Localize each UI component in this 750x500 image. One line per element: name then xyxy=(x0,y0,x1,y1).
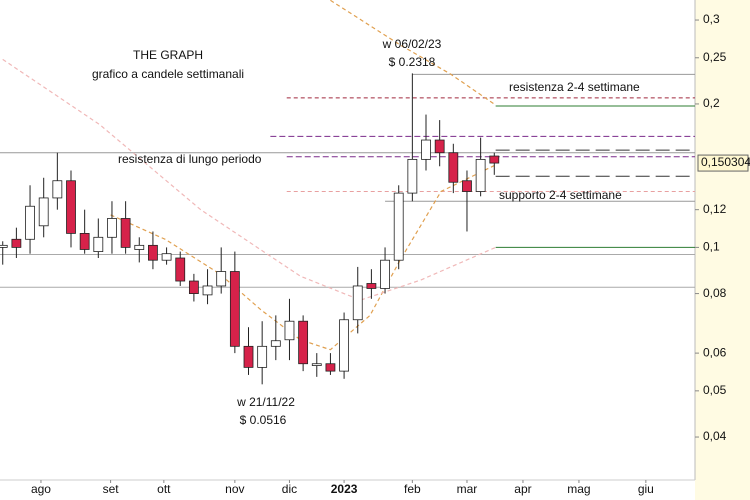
candle-body xyxy=(366,283,377,289)
last-price-label: 0,150304 xyxy=(701,155,750,169)
candle-body xyxy=(243,345,254,368)
last-price-box xyxy=(697,154,749,172)
annotation: $ 0.2318 xyxy=(389,55,436,69)
x-tick-label: set xyxy=(103,482,120,496)
candle-body xyxy=(11,238,22,248)
y-tick-label: 0,2 xyxy=(703,96,720,110)
candle-body xyxy=(448,152,459,183)
candle-body xyxy=(421,139,431,160)
annotation: w 06/02/23 xyxy=(382,37,442,51)
y-tick-label: 0,06 xyxy=(703,345,727,359)
x-tick-label: ago xyxy=(31,482,51,496)
candle-body xyxy=(79,232,90,250)
candle-body xyxy=(202,285,213,296)
y-axis-area xyxy=(695,0,750,500)
x-tick-label: ott xyxy=(157,482,171,496)
candle-body xyxy=(52,180,63,199)
x-tick-label: apr xyxy=(514,482,531,496)
y-tick-label: 0,04 xyxy=(703,429,727,443)
x-tick-label: mag xyxy=(567,482,590,496)
candle-body xyxy=(25,205,35,240)
candle-body xyxy=(380,259,390,289)
chart-subtitle: grafico a candele settimanali xyxy=(92,67,244,81)
x-tick-label: feb xyxy=(404,482,421,496)
x-tick-label: giu xyxy=(638,482,654,496)
annotation: resistenza di lungo periodo xyxy=(118,152,262,166)
candle-body xyxy=(175,257,186,282)
y-tick-label: 0,1 xyxy=(703,240,720,254)
y-tick-label: 0,25 xyxy=(703,50,727,64)
x-tick-label: 2023 xyxy=(331,482,358,496)
candle-body xyxy=(257,345,268,368)
candle-body xyxy=(120,218,131,248)
candle-body xyxy=(298,320,309,365)
candle-body xyxy=(0,244,8,248)
candle-body xyxy=(489,155,500,164)
candle-body xyxy=(352,285,363,321)
candle-body xyxy=(66,180,76,234)
candle-body xyxy=(325,363,336,372)
candle-body xyxy=(393,192,404,261)
annotation: w 21/11/22 xyxy=(236,395,295,409)
y-tick-label: 0,12 xyxy=(703,202,727,216)
candle-body xyxy=(216,271,227,287)
marks xyxy=(0,0,695,385)
candle-body xyxy=(407,158,418,194)
chart-title: THE GRAPH xyxy=(133,48,203,62)
candle-body xyxy=(188,280,199,294)
moving-average xyxy=(330,0,496,106)
candle-body xyxy=(107,218,117,238)
candle-body xyxy=(148,244,158,261)
annotation: supporto 2-4 settimane xyxy=(499,188,622,202)
moving-average xyxy=(110,164,496,351)
candle-body xyxy=(134,244,145,250)
candle-body xyxy=(339,319,349,372)
candle-body xyxy=(311,363,322,366)
annotation: resistenza 2-4 settimane xyxy=(509,80,640,94)
x-tick-label: dic xyxy=(282,482,297,496)
candle-body xyxy=(38,197,49,227)
annotation: $ 0.0516 xyxy=(240,413,287,427)
candle-body xyxy=(284,320,295,341)
y-tick-label: 0,3 xyxy=(703,12,720,26)
y-tick-label: 0,08 xyxy=(703,286,727,300)
x-tick-label: mar xyxy=(457,482,478,496)
candle-body xyxy=(475,158,486,192)
candle-body xyxy=(434,139,445,154)
candle-body xyxy=(270,340,281,347)
candle-body xyxy=(229,271,240,347)
x-tick-label: nov xyxy=(225,482,244,496)
y-tick-label: 0,05 xyxy=(703,383,727,397)
candle-body xyxy=(462,180,472,192)
plot-area xyxy=(0,0,695,480)
candle-body xyxy=(161,253,172,261)
candle-body xyxy=(93,236,104,252)
